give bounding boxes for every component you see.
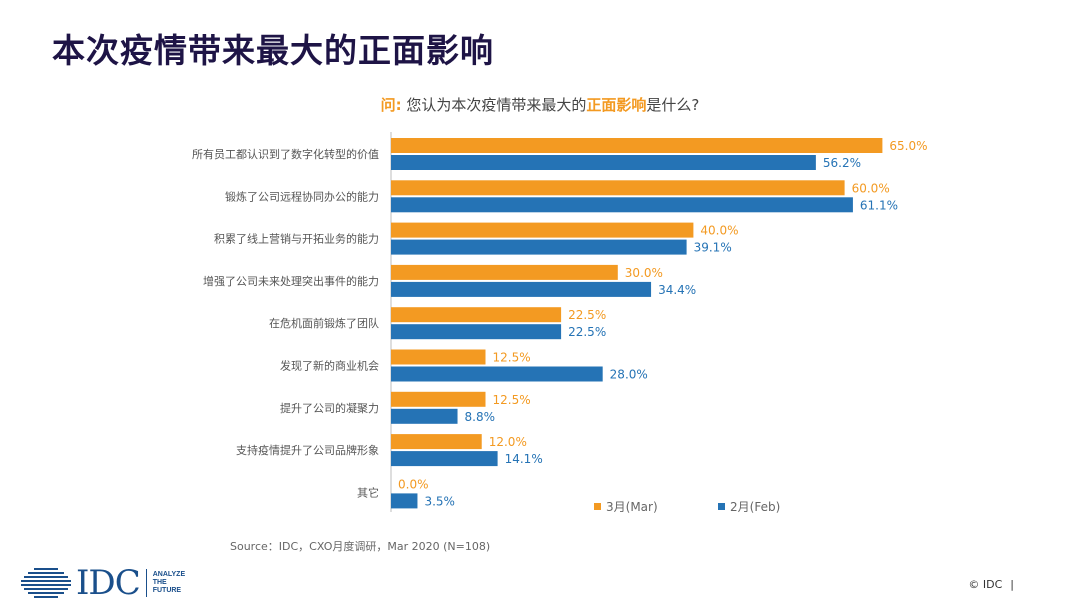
legend-label-mar: 3月(Mar) (606, 500, 658, 514)
value-label-feb: 56.2% (823, 156, 861, 170)
value-label-feb: 28.0% (610, 368, 648, 382)
logo-tagline: ANALYZE THE FUTURE (153, 571, 193, 595)
category-label: 在危机面前锻炼了团队 (269, 316, 379, 330)
bar-feb (391, 493, 418, 509)
bar-mar (391, 138, 883, 153)
value-label-mar: 12.5% (493, 393, 531, 407)
bar-mar (391, 434, 482, 450)
value-label-mar: 22.5% (568, 308, 606, 322)
value-label-mar: 65.0% (889, 139, 927, 153)
value-label-feb: 39.1% (694, 241, 732, 255)
bar-feb (391, 451, 498, 467)
copyright: © IDC | (968, 578, 1014, 591)
bar-feb (391, 281, 652, 297)
value-label-feb: 8.8% (465, 410, 496, 424)
bar-feb (391, 155, 816, 170)
source-note: Source：IDC，CXO月度调研，Mar 2020 (N=108) (230, 540, 491, 553)
bar-feb (391, 366, 603, 382)
category-label: 增强了公司未来处理突出事件的能力 (203, 274, 379, 288)
bar-mar (391, 307, 562, 323)
bar-feb (391, 408, 458, 424)
value-label-mar: 12.0% (489, 435, 527, 449)
category-label: 其它 (357, 485, 379, 499)
value-label-mar: 12.5% (493, 351, 531, 365)
legend-swatch-mar (594, 503, 601, 510)
bar-mar (391, 264, 618, 280)
bar-mar (391, 180, 845, 196)
globe-icon (21, 568, 71, 598)
bar-mar (391, 349, 486, 365)
value-label-mar: 30.0% (625, 266, 663, 280)
logo-divider (145, 569, 147, 597)
value-label-feb: 61.1% (860, 198, 898, 212)
legend-swatch-feb (718, 503, 725, 510)
category-label: 发现了新的商业机会 (280, 359, 379, 373)
bar-feb (391, 197, 853, 213)
value-label-feb: 22.5% (568, 325, 606, 339)
logo-tagline-line-1: ANALYZE (152, 571, 186, 578)
bar-feb (391, 324, 562, 340)
logo-text: IDC (76, 563, 141, 603)
logo-tagline-line-2: THE (152, 579, 167, 586)
logo-tagline-line-3: FUTURE (152, 587, 182, 594)
legend-item-mar: 3月(Mar) (594, 498, 658, 515)
legend-item-feb: 2月(Feb) (718, 498, 780, 515)
page-title: 本次疫情带来最大的正面影响 (52, 31, 494, 70)
copyright-text: © IDC (968, 578, 1003, 591)
question-prefix: 您认为本次疫情带来最大的 (406, 96, 587, 114)
bar-mar (391, 391, 486, 407)
idc-logo[interactable]: IDC ANALYZE THE FUTURE (20, 566, 193, 600)
bar-mar (391, 222, 694, 238)
question-label: 问: (380, 96, 402, 114)
question-text: 问: 您认为本次疫情带来最大的正面影响是什么? (0, 94, 1080, 115)
bar-feb (391, 239, 687, 255)
category-label: 锻炼了公司远程协同办公的能力 (225, 189, 379, 203)
value-label-feb: 34.4% (658, 283, 696, 297)
value-label-mar: 40.0% (700, 224, 738, 238)
question-suffix: 是什么? (646, 96, 700, 114)
category-label: 积累了线上营销与开拓业务的能力 (214, 232, 379, 246)
category-label: 所有员工都认识到了数字化转型的价值 (192, 147, 379, 161)
copyright-separator: | (1010, 578, 1014, 591)
legend-label-feb: 2月(Feb) (730, 500, 781, 514)
value-label-mar: 0.0% (398, 477, 429, 491)
question-emphasis: 正面影响 (586, 96, 647, 114)
value-label-feb: 14.1% (505, 452, 543, 466)
category-label: 提升了公司的凝聚力 (280, 401, 379, 415)
category-label: 支持疫情提升了公司品牌形象 (236, 443, 379, 457)
value-label-feb: 3.5% (424, 494, 455, 508)
value-label-mar: 60.0% (852, 181, 890, 195)
